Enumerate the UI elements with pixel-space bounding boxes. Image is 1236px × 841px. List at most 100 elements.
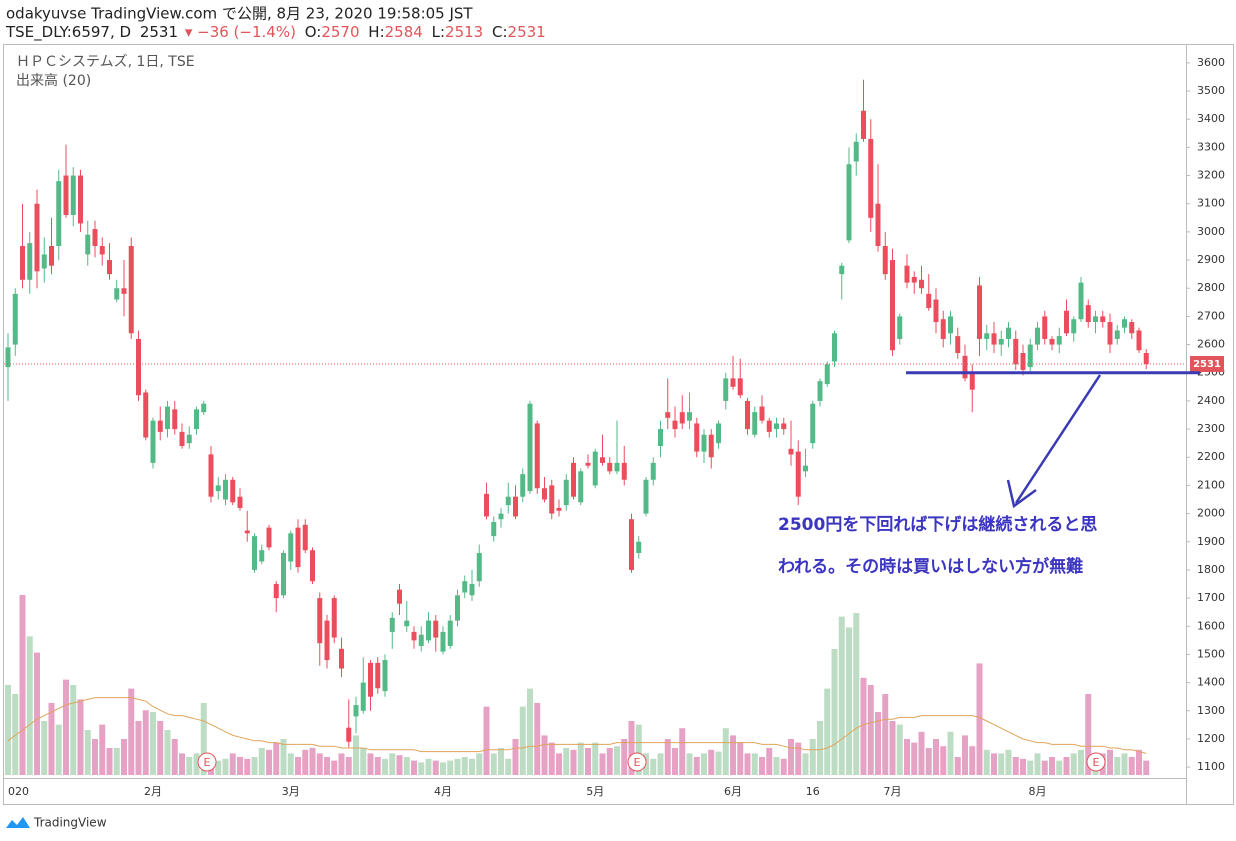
candle-body — [513, 496, 518, 517]
candle-body — [1071, 319, 1077, 334]
volume-bar — [34, 652, 40, 775]
candle-body — [63, 175, 69, 215]
candle-body — [433, 620, 439, 638]
candle-body — [1064, 310, 1069, 334]
volume-bar — [360, 748, 367, 775]
volume-bar — [266, 749, 272, 775]
chart-title: ＨＰＣシステムズ, 1日, TSE — [16, 54, 195, 70]
volume-bar — [1005, 749, 1012, 775]
candle-body — [418, 634, 424, 646]
low-value: 2513 — [445, 23, 483, 41]
volume-bar — [418, 762, 425, 775]
y-tick-label: 3400 — [1197, 112, 1225, 125]
volume-bar — [592, 742, 599, 775]
candle-body — [824, 364, 830, 385]
candle-body — [665, 412, 671, 418]
candle-body — [288, 533, 294, 562]
candle-body — [339, 648, 344, 669]
candle-body — [969, 372, 975, 390]
volume-bar — [396, 755, 403, 775]
volume-bar — [621, 739, 628, 775]
high-label: H: — [368, 23, 384, 41]
candle-body — [5, 347, 11, 368]
volume-bar — [237, 757, 243, 775]
candle-body — [266, 527, 272, 548]
y-tick-label: 2900 — [1197, 253, 1225, 266]
candle-body — [375, 662, 381, 689]
volume-bar — [954, 757, 961, 775]
volume-bar — [92, 739, 98, 775]
candle-body — [861, 110, 866, 139]
y-tick-label: 3100 — [1197, 197, 1225, 210]
volume-bar — [918, 731, 925, 775]
volume-bar — [483, 706, 490, 775]
volume-bar — [63, 679, 69, 775]
candle-body — [186, 434, 192, 444]
candle-body — [172, 409, 178, 430]
candle-body — [136, 338, 141, 396]
publisher-line: odakyuvse TradingView.com で公開, 8月 23, 20… — [6, 5, 473, 23]
candle-body — [701, 434, 707, 452]
candle-body — [273, 584, 279, 599]
volume-bar — [846, 627, 852, 775]
open-label: O: — [305, 23, 322, 41]
close-label: C: — [492, 23, 508, 41]
volume-bar — [838, 616, 845, 775]
candle-body — [948, 316, 953, 334]
volume-bar — [505, 758, 512, 775]
volume-bar — [904, 739, 910, 775]
volume-bar — [817, 721, 823, 775]
volume-bar — [527, 688, 533, 775]
candle-body — [940, 319, 946, 339]
volume-bar — [969, 746, 976, 775]
volume-bar — [55, 724, 62, 775]
candle-body — [600, 457, 605, 463]
volume-bar — [766, 748, 773, 775]
candle-body — [585, 462, 591, 466]
volume-bar — [577, 742, 584, 775]
candle-body — [92, 229, 98, 246]
arrow-head — [1006, 479, 1037, 509]
candle-body — [317, 598, 323, 644]
volume-bar — [70, 685, 77, 775]
candle-body — [368, 662, 373, 697]
change: ▾ −36 (−1.4%) — [185, 23, 296, 41]
volume-bar — [1114, 757, 1121, 775]
volume-bar — [302, 749, 309, 775]
candle-body — [215, 485, 221, 492]
candle-body — [331, 598, 337, 638]
volume-bar — [432, 760, 439, 775]
volume-bar — [708, 749, 715, 775]
volume-bar — [940, 746, 947, 775]
x-tick-label: 4月 — [434, 785, 452, 798]
candle-body — [404, 620, 410, 627]
volume-bar — [773, 757, 780, 775]
y-tick-label: 1800 — [1197, 563, 1225, 576]
candle-layer — [5, 79, 1149, 748]
volume-bar — [1128, 757, 1135, 775]
volume-bar — [788, 739, 794, 775]
candle-body — [353, 705, 359, 717]
candle-body — [1035, 327, 1040, 345]
volume-bar — [867, 685, 874, 775]
candle-body — [890, 260, 895, 351]
candle-body — [672, 420, 678, 430]
volume-layer — [5, 595, 1150, 775]
candle-body — [694, 423, 700, 452]
volume-bar — [99, 724, 106, 775]
candle-body — [85, 234, 91, 255]
volume-bar — [831, 649, 838, 775]
volume-bar — [171, 739, 178, 775]
y-tick-label: 1300 — [1197, 704, 1225, 717]
volume-bar — [991, 753, 997, 775]
volume-bar — [1136, 749, 1142, 775]
volume-bar — [853, 613, 860, 775]
volume-bar — [925, 748, 932, 775]
volume-bar — [121, 739, 127, 775]
volume-bar — [759, 757, 765, 775]
volume-bar — [896, 724, 903, 775]
candle-body — [1093, 316, 1098, 323]
arrow-shaft — [1014, 374, 1102, 504]
candle-body — [832, 333, 837, 362]
y-tick-label: 3000 — [1197, 225, 1225, 238]
